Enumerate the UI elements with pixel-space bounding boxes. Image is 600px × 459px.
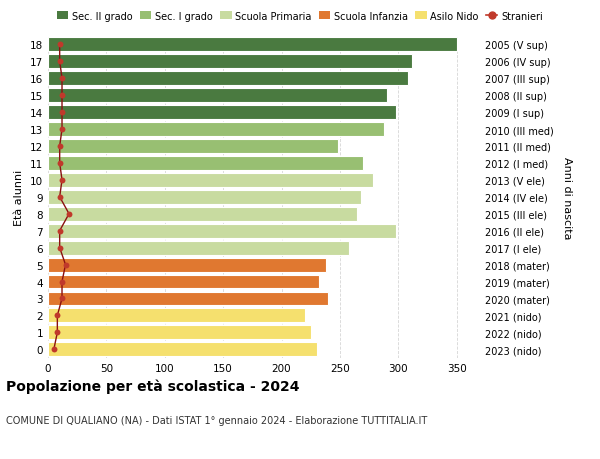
Legend: Sec. II grado, Sec. I grado, Scuola Primaria, Scuola Infanzia, Asilo Nido, Stran: Sec. II grado, Sec. I grado, Scuola Prim…: [53, 8, 547, 25]
Point: [55, 41, 64, 49]
Point: [57, 126, 67, 134]
Point: [57, 92, 67, 100]
Point: [55, 143, 64, 150]
Point: [53, 329, 62, 336]
Bar: [48, 224, 396, 238]
Bar: [48, 174, 373, 187]
Bar: [48, 275, 319, 289]
Point: [55, 245, 64, 252]
Bar: [48, 190, 361, 204]
Bar: [48, 55, 412, 69]
Point: [55, 160, 64, 167]
Bar: [48, 72, 407, 86]
Text: COMUNE DI QUALIANO (NA) - Dati ISTAT 1° gennaio 2024 - Elaborazione TUTTITALIA.I: COMUNE DI QUALIANO (NA) - Dati ISTAT 1° …: [6, 415, 427, 425]
Point: [57, 75, 67, 83]
Point: [57, 295, 67, 302]
Bar: [48, 241, 349, 255]
Bar: [48, 140, 338, 154]
Bar: [48, 89, 386, 103]
Bar: [48, 342, 317, 357]
Point: [55, 228, 64, 235]
Point: [55, 58, 64, 66]
Bar: [48, 309, 305, 323]
Point: [57, 278, 67, 285]
Bar: [48, 258, 326, 272]
Bar: [48, 123, 384, 137]
Bar: [48, 157, 363, 170]
Bar: [48, 326, 311, 340]
Bar: [48, 106, 396, 120]
Point: [61, 261, 70, 269]
Point: [57, 109, 67, 117]
Point: [55, 194, 64, 201]
Y-axis label: Età alunni: Età alunni: [14, 169, 25, 225]
Point: [57, 177, 67, 184]
Bar: [48, 207, 358, 221]
Text: Popolazione per età scolastica - 2024: Popolazione per età scolastica - 2024: [6, 379, 299, 393]
Bar: [48, 292, 328, 306]
Point: [64, 211, 74, 218]
Bar: [48, 38, 457, 52]
Point: [53, 312, 62, 319]
Point: [49, 346, 59, 353]
Y-axis label: Anni di nascita: Anni di nascita: [562, 156, 572, 239]
